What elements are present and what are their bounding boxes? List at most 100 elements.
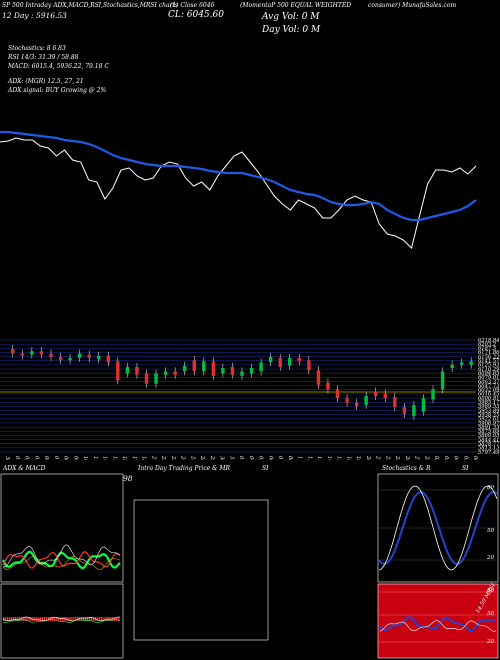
x-tick-label: 18 Nov (345, 456, 351, 460)
candle-up (125, 366, 130, 374)
candle-up (421, 398, 426, 412)
macd-hist-bar (82, 617, 85, 621)
macd-hist-bar (63, 617, 65, 621)
candle-up (240, 371, 244, 376)
candle-up (259, 362, 263, 372)
x-tick-label: 14 Oct (102, 456, 108, 460)
candle-down (135, 366, 139, 375)
candle-down (144, 373, 149, 384)
macd-hist-bar (30, 617, 32, 621)
candle-down (211, 361, 216, 376)
macd-hist-bar (51, 617, 54, 621)
stoch-tick-20: 20 (487, 555, 494, 561)
macd-hist-bar (12, 617, 15, 621)
adx-panel-values: ADX: 12.46 +DY: 27.01 -DY: 21.98 (3, 474, 133, 483)
macd-hist-bar (75, 617, 77, 621)
candle-down (326, 382, 330, 390)
macd-hist-bar (61, 617, 63, 621)
x-tick-label: 07 Oct (53, 456, 59, 460)
candle-up (221, 368, 225, 374)
candle-up (431, 389, 435, 400)
minus-di-line (2, 551, 121, 569)
candle-up (364, 396, 368, 405)
x-tick-label: 25 Nov (394, 455, 400, 460)
candle-up (450, 364, 454, 368)
macd-hist-bar (118, 617, 120, 621)
header-line1-mid: (1) Close 6046 (170, 2, 215, 9)
macd-hist-bar (110, 617, 112, 621)
macd-hist-bar (45, 617, 48, 621)
macd-hist-bar (24, 617, 26, 621)
x-tick-label: 22 Oct (160, 455, 166, 460)
y-tick-label: 5922.61 (478, 417, 499, 423)
y-tick-label: 6156.22 (478, 354, 499, 360)
x-tick-label: 04 Dec (453, 456, 459, 460)
candle-up (268, 356, 273, 363)
macd-hist-bar (102, 617, 104, 621)
macd-hist-bar (108, 617, 110, 621)
candle-down (230, 366, 235, 375)
y-tick-label: 5906.97 (478, 421, 500, 427)
x-tick-label: 26 Nov (404, 455, 410, 460)
x-tick-label: 24 Oct (180, 455, 186, 460)
stoch-panel-si: SI (462, 465, 469, 472)
x-tick-label: 28 Oct (199, 455, 205, 460)
candle-up (440, 371, 445, 390)
candle-up (163, 371, 168, 375)
candle-down (307, 360, 311, 371)
y-tick-label: 6000.81 (478, 396, 499, 402)
adx-panel-frame (0, 473, 124, 583)
x-tick-label: 15 Oct (111, 456, 117, 460)
macd-hist-bar (73, 617, 75, 621)
stat-adx-signal: ADX signal: BUY Growing @ 2% (8, 87, 107, 94)
macd-lines (2, 616, 121, 623)
y-tick-label: 6125.93 (478, 363, 500, 369)
macd-hist-bar (57, 617, 59, 621)
candle-up (412, 404, 416, 417)
macd-hist-bar (79, 617, 81, 621)
macd-hist-bar (98, 617, 100, 621)
x-tick-label: 02 Dec (433, 456, 439, 460)
macd-hist-bar (112, 617, 114, 621)
macd-hist-bar (28, 617, 30, 621)
y-tick-label: 5860.05 (478, 433, 499, 439)
x-tick-label: 13 Nov (316, 456, 322, 460)
candle-up (249, 368, 254, 374)
stoch-tick-50: 50 (487, 528, 494, 534)
macd-hist-bar (116, 617, 118, 621)
macd-hist-bar (3, 617, 5, 621)
macd-line (2, 616, 121, 622)
macd-hist-bar (14, 617, 16, 621)
macd-hist-bar (88, 617, 91, 621)
x-tick-label: 20 Nov (365, 455, 371, 460)
x-tick-label: 30 Sep (4, 456, 10, 460)
candle-up (202, 361, 206, 372)
x-tick-label: 08 Nov (287, 456, 293, 460)
stoch-d-line (378, 490, 498, 566)
candle-down (11, 348, 15, 354)
avg-vol: Avg Vol: 0 M (262, 12, 320, 22)
y-tick-label: 6079.01 (478, 375, 499, 381)
stat-macd: MACD: 6015.4, 5936.22, 79.18 C (8, 63, 109, 70)
candle-up (68, 357, 72, 361)
candle-up (30, 351, 34, 355)
x-tick-label: 21 Nov (375, 455, 381, 460)
y-tick-label: 5813.13 (478, 446, 500, 452)
candle-down (335, 389, 340, 399)
x-tick-label: 11 Oct (92, 456, 98, 460)
adx-lines (2, 544, 121, 570)
stat-rsi: RSI 14/3: 31.39 / 58.88 (8, 54, 79, 61)
candle-down (39, 351, 44, 355)
candle-up (459, 362, 464, 365)
candle-down (58, 356, 63, 361)
macd-hist-bar (69, 617, 71, 621)
stat-stochastics: Stochastics: 8 6.83 (8, 45, 66, 52)
candle-up (154, 373, 158, 384)
macd-hist-bar (8, 617, 11, 621)
candle-down (374, 391, 378, 396)
plus-di-line (2, 550, 121, 570)
x-tick-label: 01 Nov (238, 456, 244, 460)
close-label: CL: 6045.60 (168, 10, 224, 20)
adx-panel-title: ADX & MACD (3, 465, 46, 472)
stoch-panel-title: Stochastics & R (382, 465, 431, 472)
